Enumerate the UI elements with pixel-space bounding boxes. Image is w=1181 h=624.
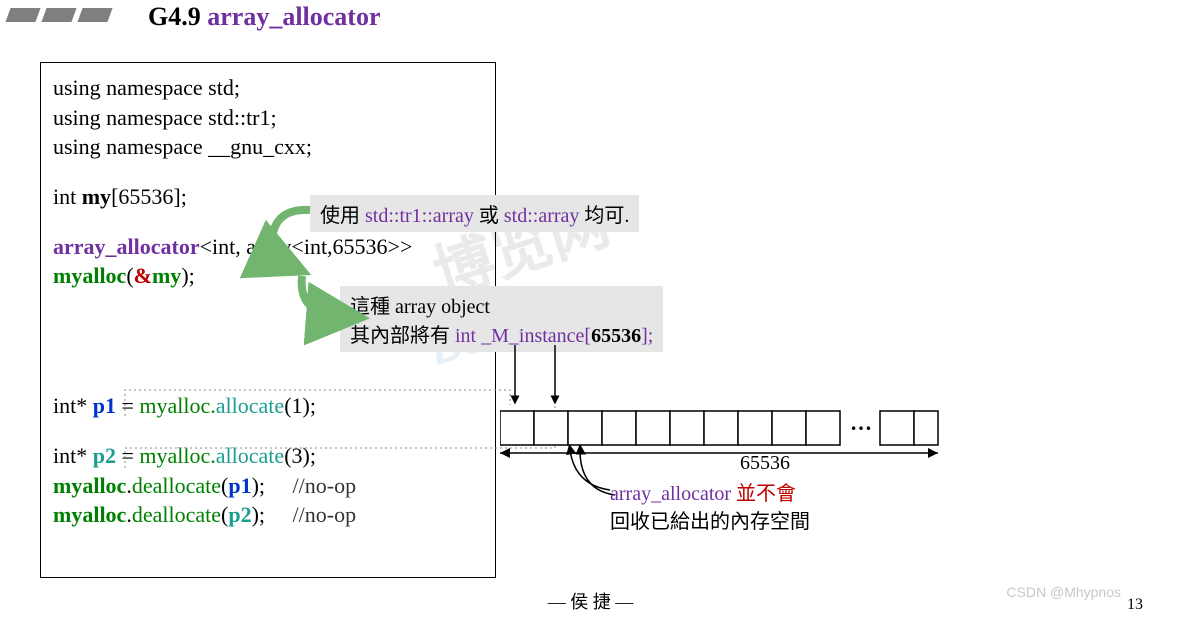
title-name: array_allocator <box>207 2 380 31</box>
array-ellipsis: … <box>850 410 874 436</box>
code-line: myalloc.deallocate(p2); //no-op <box>53 500 483 530</box>
callout-line: 這種 array object <box>350 290 653 319</box>
callout-m-instance: 這種 array object 其內部將有 int _M_instance[65… <box>340 286 663 352</box>
note-line: array_allocator 並不會 <box>610 480 810 508</box>
code-line: using namespace __gnu_cxx; <box>53 132 483 162</box>
down-arrows <box>500 345 600 415</box>
header-bar <box>5 8 40 22</box>
code-blank <box>53 162 483 182</box>
header-decor <box>8 8 110 22</box>
code-line: using namespace std::tr1; <box>53 103 483 133</box>
array-size-label: 65536 <box>740 452 790 475</box>
note-line: 回收已給出的內存空間 <box>610 508 810 536</box>
page-number: 13 <box>1127 596 1143 614</box>
slide: G4.9 array_allocator 博览网 Boolan using na… <box>0 0 1181 624</box>
callout-arrow-2 <box>290 268 360 338</box>
code-line: using namespace std; <box>53 73 483 103</box>
header-bar <box>77 8 112 22</box>
header-bar <box>41 8 76 22</box>
slide-title: G4.9 array_allocator <box>148 2 381 32</box>
csdn-watermark: CSDN @Mhypnos <box>1006 584 1121 600</box>
callout-array-type: 使用 std::tr1::array 或 std::array 均可. <box>310 195 639 232</box>
author-footer: — 侯 捷 — <box>548 588 634 614</box>
title-prefix: G4.9 <box>148 2 207 31</box>
dealloc-note: array_allocator 並不會 回收已給出的內存空間 <box>610 480 810 536</box>
callout-line: 其內部將有 int _M_instance[65536]; <box>350 319 653 348</box>
